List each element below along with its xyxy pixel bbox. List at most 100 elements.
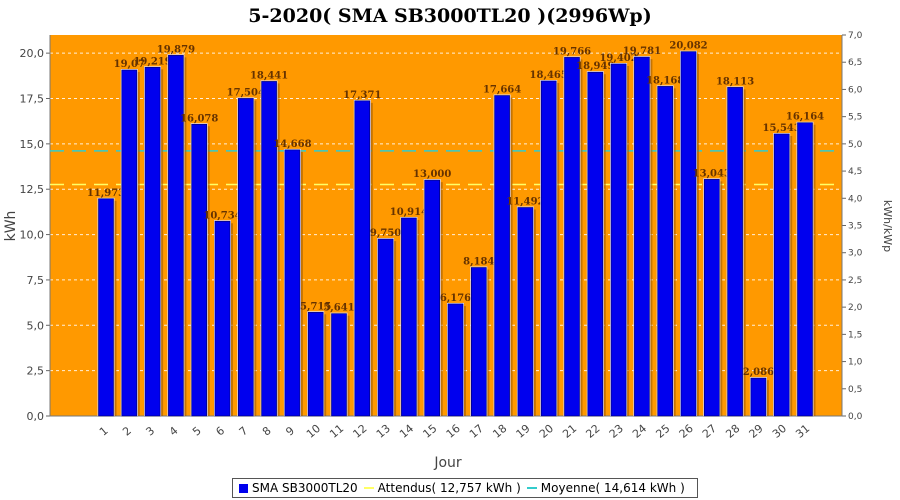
y2-tick-label: 3,5	[848, 222, 862, 232]
x-tick-label: 6	[213, 424, 227, 438]
data-label: 5,715	[300, 301, 331, 312]
y2-tick-label: 1,0	[848, 358, 863, 368]
x-tick-label: 20	[537, 422, 556, 441]
bar	[191, 123, 207, 417]
x-tick-label: 22	[584, 422, 603, 441]
legend-item-average: Moyenne( 14,614 kWh )	[526, 481, 685, 495]
legend-label-average: Moyenne( 14,614 kWh )	[540, 481, 685, 495]
y2-tick-label: 3,0	[848, 249, 863, 259]
x-tick-label: 28	[723, 422, 742, 441]
data-label: 18,441	[250, 70, 288, 81]
x-tick-label: 16	[444, 422, 463, 441]
data-label: 16,164	[786, 112, 824, 123]
bar	[424, 179, 441, 417]
bar	[634, 56, 650, 417]
bar	[377, 238, 394, 417]
data-label: 17,504	[227, 87, 265, 98]
data-label: 11,492	[506, 197, 544, 208]
x-tick-label: 23	[607, 422, 626, 441]
y-tick-label: 12,5	[20, 183, 45, 196]
x-tick-label: 3	[143, 424, 157, 438]
y-axis-title: kWh	[3, 211, 19, 242]
bar	[727, 87, 743, 417]
x-tick-label: 17	[467, 422, 486, 441]
y-tick-label: 10,0	[20, 229, 45, 242]
bar	[470, 267, 487, 417]
bar	[564, 57, 580, 417]
data-label: 20,082	[669, 41, 707, 52]
bar	[144, 67, 161, 417]
data-label: 10,734	[203, 210, 241, 221]
data-label: 19,766	[553, 46, 591, 57]
y2-axis-title: kWh/kWp	[881, 200, 894, 252]
bar	[657, 86, 674, 417]
y2-tick-label: 0,5	[848, 385, 862, 395]
data-label: 11,973	[87, 188, 125, 199]
legend-item-series: SMA SB3000TL20	[239, 481, 358, 495]
bar	[447, 303, 464, 417]
data-label: 9,750	[370, 228, 401, 239]
y2-tick-label: 1,5	[848, 330, 862, 340]
bar	[517, 207, 534, 417]
y2-tick-label: 5,0	[848, 140, 863, 150]
x-tick-label: 18	[490, 422, 509, 441]
bar	[680, 51, 697, 417]
x-tick-label: 9	[283, 424, 297, 438]
x-tick-label: 11	[327, 422, 346, 441]
bar	[750, 377, 767, 417]
x-tick-label: 24	[630, 422, 649, 441]
x-tick-label: 10	[304, 422, 323, 441]
x-tick-label: 31	[793, 422, 812, 441]
x-tick-label: 13	[374, 422, 393, 441]
data-label: 15,543	[763, 123, 801, 134]
bar	[98, 198, 114, 417]
y-tick-label: 0,0	[27, 410, 45, 423]
x-tick-label: 7	[237, 424, 251, 438]
x-tick-label: 4	[167, 424, 181, 438]
data-label: 14,668	[273, 139, 311, 150]
data-label: 19,402	[599, 53, 637, 64]
bar	[238, 98, 254, 417]
data-label: 16,078	[180, 113, 218, 124]
data-label: 18,949	[576, 61, 614, 72]
bar	[121, 69, 138, 417]
data-label: 19,07	[114, 59, 145, 70]
data-label: 8,184	[463, 257, 494, 268]
legend-swatch-expected	[363, 487, 374, 489]
legend: SMA SB3000TL20 Attendus( 12,757 kWh ) Mo…	[232, 478, 698, 498]
bar	[261, 81, 277, 417]
x-tick-label: 21	[560, 422, 579, 441]
x-tick-label: 27	[700, 422, 719, 441]
bar	[307, 312, 324, 417]
x-tick-label: 2	[120, 424, 134, 438]
data-label: 6,176	[440, 293, 471, 304]
y2-tick-label: 6,0	[848, 85, 863, 95]
y2-tick-label: 4,0	[848, 194, 863, 204]
x-tick-label: 30	[770, 422, 789, 441]
x-tick-label: 5	[190, 424, 204, 438]
x-tick-label: 12	[351, 422, 370, 441]
y2-tick-label: 0,0	[848, 412, 863, 422]
data-label: 13,000	[413, 169, 451, 180]
bar	[610, 63, 627, 417]
bar	[354, 100, 371, 417]
x-tick-label: 1	[97, 424, 111, 438]
y2-tick-label: 5,5	[848, 113, 862, 123]
x-tick-label: 19	[514, 422, 533, 441]
x-tick-label: 8	[260, 424, 274, 438]
y2-tick-label: 7,0	[848, 31, 863, 41]
legend-swatch-series	[239, 483, 248, 493]
y-tick-label: 2,5	[27, 365, 45, 378]
x-tick-label: 29	[747, 422, 766, 441]
bar	[331, 313, 347, 417]
bar	[494, 95, 510, 417]
y2-tick-label: 2,0	[848, 303, 863, 313]
x-tick-label: 25	[653, 422, 672, 441]
legend-label-series: SMA SB3000TL20	[252, 481, 358, 495]
bar	[540, 80, 557, 417]
x-axis-title: Jour	[433, 455, 462, 471]
y-tick-label: 20,0	[20, 47, 45, 60]
bar	[168, 55, 184, 417]
x-tick-label: 26	[677, 422, 696, 441]
